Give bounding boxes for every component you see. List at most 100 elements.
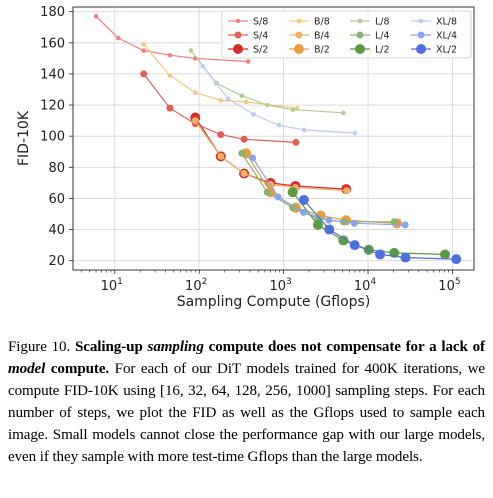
- point-xl-8: [276, 122, 282, 128]
- point-l-8: [264, 102, 270, 108]
- legend-label: XL/8: [436, 17, 457, 28]
- series-b-8: [141, 42, 300, 111]
- point-l-2: [287, 187, 298, 198]
- legend-label: S/2: [253, 45, 268, 56]
- series-s-8: [93, 14, 251, 64]
- point-xl-8: [301, 127, 307, 133]
- point-s-8: [245, 59, 251, 64]
- point-s-8: [167, 52, 173, 58]
- x-tick-label: 104: [354, 277, 377, 294]
- legend-item-xl-2: XL/2: [411, 44, 457, 56]
- legend-marker: [235, 18, 241, 24]
- point-b-8: [193, 90, 198, 95]
- legend-marker: [357, 18, 363, 24]
- legend-label: S/4: [253, 31, 268, 42]
- legend-label: S/8: [253, 17, 268, 28]
- series-line-b-4: [194, 120, 347, 192]
- legend-item-b-8: B/8: [289, 17, 330, 28]
- legend-item-l-2: L/2: [350, 44, 390, 56]
- point-s-4: [217, 131, 225, 139]
- series-line-s-4: [143, 73, 296, 143]
- legend-item-b-2: B/2: [289, 44, 330, 56]
- x-tick-label: 101: [101, 277, 123, 294]
- point-l-4: [238, 149, 246, 157]
- point-b-8: [141, 42, 146, 47]
- x-tick-label: 102: [185, 277, 207, 294]
- y-tick-label: 40: [48, 223, 65, 238]
- point-xl-4: [401, 221, 409, 229]
- legend-label: B/8: [314, 17, 330, 28]
- point-b-4: [343, 187, 351, 195]
- series-line-b-8: [143, 43, 298, 109]
- legend-label: L/2: [375, 45, 390, 56]
- series-line-xl-8: [202, 65, 356, 134]
- point-b-8: [243, 99, 249, 105]
- point-xl-2: [349, 240, 360, 251]
- figure-label: Figure 10.: [8, 339, 71, 355]
- point-xl-8: [225, 96, 231, 102]
- point-xl-2: [375, 249, 386, 260]
- point-xl-4: [325, 216, 333, 224]
- point-xl-4: [274, 193, 282, 201]
- point-l-2: [338, 235, 349, 246]
- legend-label: L/4: [375, 31, 390, 42]
- point-xl-2: [298, 194, 309, 205]
- point-s-4: [140, 70, 148, 78]
- legend-marker: [418, 18, 424, 24]
- y-axis-label: FID-10K: [16, 110, 32, 166]
- legend-marker: [416, 44, 426, 54]
- figure-caption: Figure 10. Scaling-up sampling compute d…: [8, 336, 485, 468]
- legend-marker: [233, 44, 243, 54]
- point-xl-2: [400, 252, 411, 263]
- point-xl-8: [251, 112, 256, 117]
- legend-marker: [356, 31, 364, 39]
- legend-box: [221, 10, 472, 59]
- point-l-8: [239, 93, 245, 99]
- tick-labels: 101 102 103 104 105 20 40 60 80 100 120 140 160 180: [40, 5, 460, 294]
- point-l-8: [341, 110, 346, 116]
- y-tick-label: 100: [40, 130, 65, 145]
- point-s-4: [292, 138, 300, 146]
- point-s-4: [166, 104, 174, 112]
- series-xl-8: [200, 63, 358, 136]
- legend-marker: [355, 44, 365, 54]
- legend-label: B/2: [314, 45, 330, 56]
- plot-frame: [72, 6, 475, 271]
- series-line-xl-4: [252, 157, 406, 226]
- series-s-4: [140, 70, 300, 146]
- caption-body: For each of our DiT models trained for 4…: [8, 361, 485, 465]
- caption-title: Scaling-up sampling compute does not com…: [8, 339, 485, 377]
- point-xl-4: [299, 208, 307, 216]
- y-tick-label: 120: [40, 99, 65, 114]
- point-l-4: [390, 218, 398, 226]
- point-s-4: [240, 135, 248, 143]
- legend-marker: [296, 18, 302, 24]
- series-xl-2: [298, 194, 462, 265]
- y-tick-label: 140: [40, 67, 65, 82]
- point-l-4: [289, 204, 297, 212]
- series-xl-4: [249, 154, 409, 229]
- y-tick-label: 80: [48, 161, 65, 176]
- x-tick-label: 105: [438, 277, 460, 294]
- legend-marker: [234, 31, 242, 39]
- legend-item-b-4: B/4: [289, 31, 330, 42]
- fid-vs-compute-chart: 101 102 103 104 105 20 40 60 80 100 120 140 160 180 S…: [16, 5, 475, 310]
- series-line-s-8: [95, 15, 249, 63]
- point-xl-8: [200, 63, 205, 69]
- legend-label: L/8: [375, 17, 390, 28]
- series-layer: [93, 14, 462, 265]
- legend-item-xl-4: XL/4: [411, 31, 457, 42]
- y-tick-label: 20: [48, 254, 65, 269]
- point-xl-8: [352, 130, 358, 136]
- legend-item-s-2: S/2: [228, 44, 268, 56]
- y-tick-label: 160: [40, 36, 65, 51]
- legend-item-l-8: L/8: [350, 17, 390, 28]
- y-tick-label: 60: [48, 192, 65, 207]
- legend-label: XL/4: [436, 31, 457, 42]
- point-l-8: [290, 107, 295, 113]
- point-b-8: [167, 73, 173, 78]
- series-line-xl-2: [303, 199, 457, 260]
- legend-marker: [294, 44, 304, 54]
- point-xl-2: [324, 224, 335, 235]
- legend-marker: [295, 31, 303, 39]
